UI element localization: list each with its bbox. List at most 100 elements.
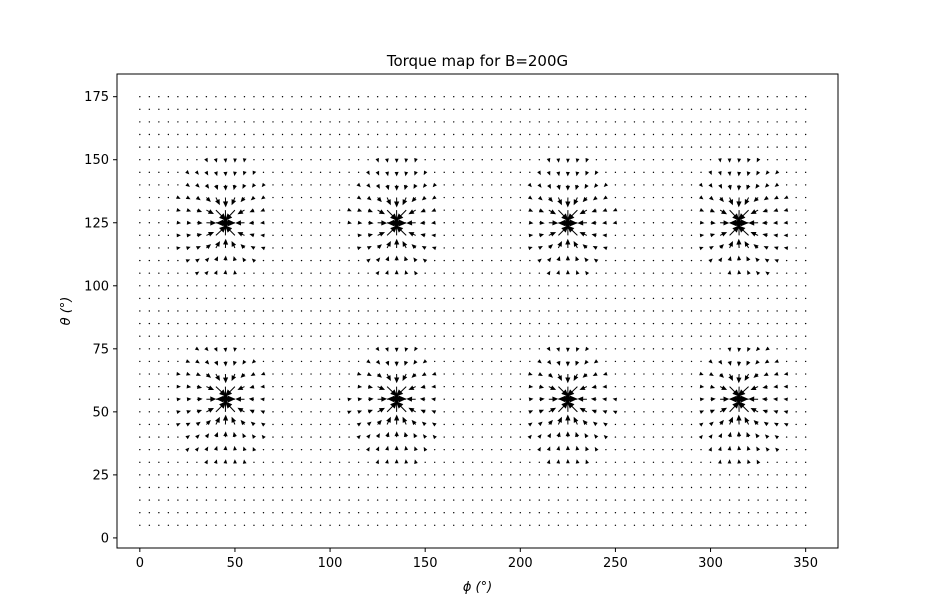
quiver-arrow <box>453 272 455 274</box>
quiver-arrow <box>386 219 407 227</box>
quiver-arrow <box>281 474 284 476</box>
quiver-arrow <box>700 297 702 300</box>
quiver-arrow <box>633 310 636 312</box>
quiver-arrow <box>481 411 483 413</box>
quiver-arrow <box>386 310 388 312</box>
quiver-arrow <box>411 419 417 426</box>
quiver-arrow <box>158 411 160 413</box>
quiver-arrow <box>718 171 722 176</box>
quiver-arrow <box>443 310 445 312</box>
quiver-arrow <box>576 512 579 514</box>
quiver-arrow <box>443 272 445 274</box>
quiver-arrow <box>272 285 274 287</box>
quiver-arrow <box>148 234 151 237</box>
quiver-arrow <box>785 474 788 476</box>
quiver-arrow <box>472 411 474 413</box>
quiver-arrow <box>310 474 312 476</box>
quiver-arrow <box>367 285 369 287</box>
quiver-arrow <box>310 512 312 514</box>
quiver-arrow <box>405 297 407 300</box>
quiver-arrow <box>329 108 331 110</box>
quiver-arrow <box>681 108 683 110</box>
quiver-arrow <box>472 171 474 174</box>
quiver-arrow <box>804 121 807 123</box>
quiver-arrow <box>148 474 151 476</box>
quiver-arrow <box>757 146 759 148</box>
quiver-arrow <box>357 486 360 489</box>
quiver-arrow <box>500 285 502 287</box>
quiver-arrow <box>709 461 712 463</box>
quiver-arrow <box>804 259 807 262</box>
quiver-arrow <box>386 524 388 527</box>
quiver-arrow <box>481 133 483 136</box>
quiver-arrow <box>194 447 199 452</box>
quiver-arrow <box>586 322 588 325</box>
quiver-arrow <box>148 486 151 489</box>
quiver-arrow <box>204 257 210 263</box>
quiver-arrow <box>785 171 788 174</box>
x-axis-ticks: 0 50 100 150 200 250 300 350 <box>136 548 818 571</box>
quiver-arrow <box>643 398 645 400</box>
quiver-arrow <box>528 384 534 389</box>
quiver-arrow <box>614 234 617 237</box>
quiver-arrow <box>462 461 464 463</box>
quiver-arrow <box>386 225 398 236</box>
quiver-arrow <box>375 270 380 276</box>
quiver-arrow <box>500 512 502 514</box>
quiver-arrow <box>538 461 541 463</box>
quiver-arrow <box>225 209 236 221</box>
quiver-arrow <box>756 446 761 452</box>
quiver-arrow <box>329 95 331 98</box>
quiver-arrow <box>377 396 388 402</box>
quiver-arrow <box>224 108 227 110</box>
quiver-arrow <box>605 95 607 98</box>
quiver-arrow <box>158 95 160 98</box>
quiver-arrow <box>595 524 598 527</box>
quiver-arrow <box>614 461 617 463</box>
quiver-arrow <box>757 322 759 325</box>
quiver-arrow <box>776 348 778 350</box>
quiver-arrow <box>205 297 208 300</box>
quiver-arrow <box>491 146 493 148</box>
quiver-arrow <box>614 499 617 501</box>
quiver-arrow <box>319 423 322 426</box>
quiver-arrow <box>300 360 303 363</box>
quiver-arrow <box>510 272 512 274</box>
quiver-arrow <box>420 384 426 389</box>
quiver-arrow <box>595 335 598 337</box>
quiver-arrow <box>319 285 322 287</box>
quiver-arrow <box>281 108 284 110</box>
x-tick-label: 200 <box>508 556 533 571</box>
quiver-arrow <box>738 474 740 476</box>
quiver-arrow <box>300 411 303 413</box>
quiver-arrow <box>319 322 322 325</box>
quiver-arrow <box>213 270 218 275</box>
quiver-arrow <box>519 310 522 312</box>
quiver-arrow <box>366 421 372 427</box>
quiver-arrow <box>394 373 400 384</box>
quiver-arrow <box>215 386 227 397</box>
quiver-arrow <box>366 372 372 376</box>
quiver-arrow <box>708 170 712 176</box>
quiver-arrow <box>242 158 247 163</box>
quiver-arrow <box>329 259 331 262</box>
quiver-arrow <box>224 121 227 123</box>
quiver-arrow <box>338 398 341 400</box>
quiver-arrow <box>472 373 474 375</box>
quiver-arrow <box>237 407 245 413</box>
quiver-arrow <box>281 222 284 224</box>
quiver-arrow <box>196 121 198 123</box>
quiver-arrow <box>310 310 312 312</box>
quiver-arrow <box>310 423 312 426</box>
quiver-arrow <box>681 95 683 98</box>
quiver-arrow <box>776 95 778 98</box>
quiver-arrow <box>719 133 721 136</box>
quiver-arrow <box>633 234 636 237</box>
quiver-arrow <box>158 335 160 337</box>
quiver-arrow <box>728 322 731 325</box>
quiver-arrow <box>377 232 386 237</box>
quiver-arrow <box>413 257 418 263</box>
quiver-arrow <box>148 398 151 400</box>
quiver-arrow <box>396 386 407 397</box>
quiver-arrow <box>139 146 141 148</box>
